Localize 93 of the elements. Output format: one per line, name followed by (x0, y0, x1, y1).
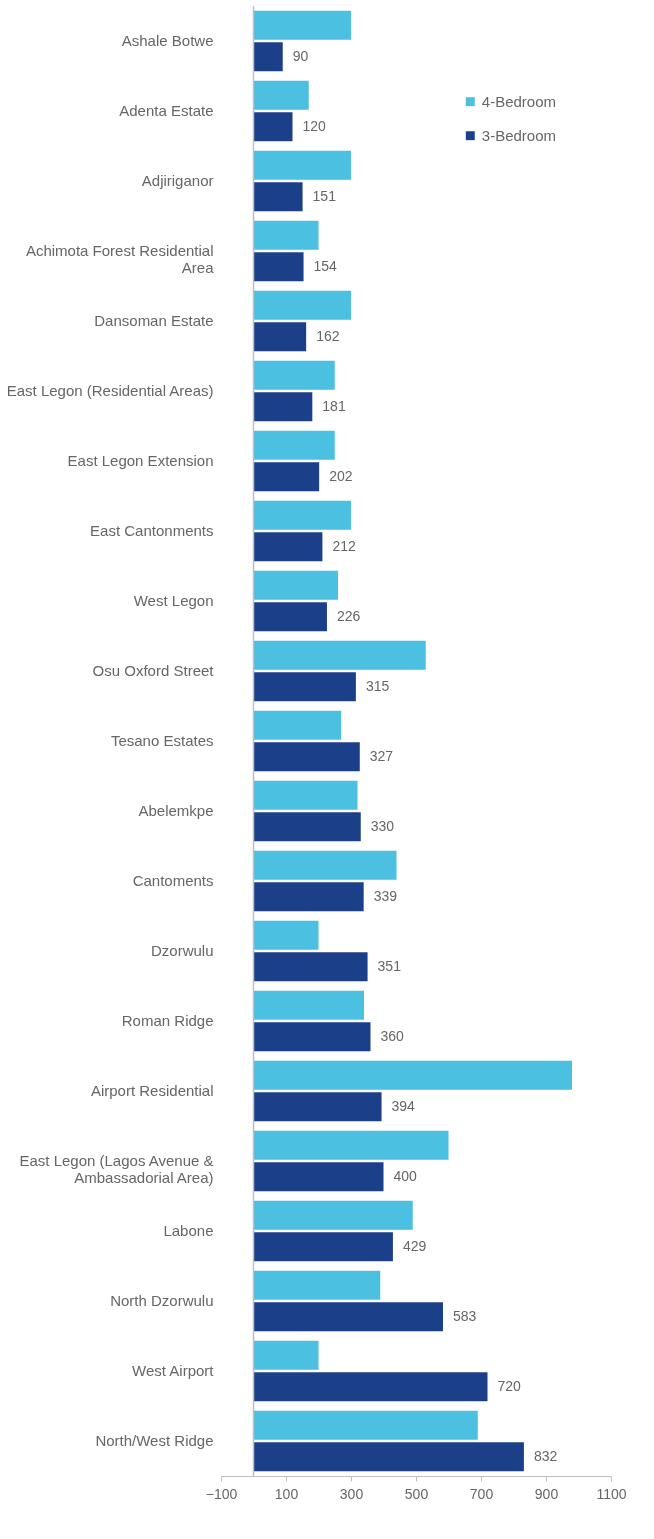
y-tick-label: Roman Ridge (121, 1012, 214, 1029)
data-label: 400 (393, 1167, 418, 1184)
data-label: 583 (452, 1307, 477, 1324)
y-tick-label: North/West Ridge (95, 1432, 214, 1449)
bar (253, 462, 320, 492)
bar (253, 182, 303, 212)
y-tick-label: Osu Oxford Street (92, 662, 215, 679)
bar (253, 672, 356, 702)
bar (253, 850, 397, 880)
y-tick-label: East Legon Extension (67, 452, 214, 469)
y-tick-label: Abelemkpe (138, 802, 214, 819)
data-label: 330 (370, 817, 395, 834)
data-label: 394 (391, 1097, 416, 1114)
legend-label: 3-Bedroom (481, 126, 556, 144)
legend-label: 4-Bedroom (481, 92, 556, 110)
bar (253, 10, 351, 40)
bar (253, 1162, 384, 1192)
y-tick-label: Cantoments (132, 872, 214, 889)
y-tick-label: East Cantonments (90, 522, 214, 539)
bar (253, 952, 368, 982)
y-tick-label: West Legon (133, 592, 214, 609)
x-tick-label: 300 (339, 1485, 364, 1502)
bar (253, 570, 338, 600)
x-tick-label: 1100 (596, 1485, 627, 1502)
bar (253, 780, 358, 810)
x-tick-label: 500 (404, 1485, 429, 1502)
bar (253, 150, 351, 180)
y-tick-label: Adjiriganor (141, 172, 214, 189)
bar (253, 1442, 524, 1472)
bar (253, 360, 335, 390)
data-label: 151 (312, 187, 337, 204)
bar (253, 42, 283, 72)
bar (253, 80, 309, 110)
x-tick-label: 700 (469, 1485, 494, 1502)
y-tick-label: Dansoman Estate (94, 312, 214, 329)
bar (253, 1130, 449, 1160)
x-tick-label: 900 (534, 1485, 559, 1502)
bar (253, 1232, 393, 1262)
bar (253, 252, 304, 282)
y-tick-label: West Airport (132, 1362, 215, 1379)
bar (253, 220, 319, 250)
data-label: 832 (533, 1447, 558, 1464)
y-tick-label: North Dzorwulu (110, 1292, 214, 1309)
y-tick-label: East Legon (Lagos Avenue & Ambassadorial Area) (19, 1152, 214, 1186)
data-label: 339 (373, 887, 398, 904)
y-tick-label: Ashale Botwe (121, 32, 214, 49)
bar (253, 1410, 478, 1440)
bar (253, 322, 307, 352)
data-label: 351 (377, 957, 402, 974)
data-label: 181 (322, 397, 346, 414)
data-label: 90 (292, 47, 309, 64)
data-label: 327 (369, 747, 394, 764)
bar (253, 290, 351, 320)
bar (253, 1302, 443, 1332)
bar (253, 112, 293, 142)
bar (253, 500, 351, 530)
bar (253, 882, 364, 912)
bar (253, 812, 361, 842)
data-label: 429 (402, 1237, 427, 1254)
data-label: 360 (380, 1027, 405, 1044)
y-tick-label: Dzorwulu (150, 942, 214, 959)
bar (253, 1340, 319, 1370)
bar (253, 1270, 381, 1300)
data-label: 720 (497, 1377, 522, 1394)
y-tick-label: Labone (163, 1222, 214, 1239)
y-tick-label: Achimota Forest Residential Area (25, 242, 215, 276)
bar (253, 1200, 413, 1230)
bar (253, 1372, 488, 1402)
data-label: 226 (336, 607, 361, 624)
y-tick-label: Airport Residential (90, 1082, 214, 1099)
bar (253, 640, 426, 670)
y-tick-label: Adenta Estate (119, 102, 214, 119)
bar (253, 742, 360, 772)
bar (253, 920, 319, 950)
data-label: 212 (332, 537, 356, 554)
y-tick-label: East Legon (Residential Areas) (6, 382, 214, 399)
bar (253, 1060, 572, 1090)
data-label: 315 (365, 677, 390, 694)
data-label: 202 (329, 467, 353, 484)
data-label: 162 (316, 327, 340, 344)
bar (253, 1092, 382, 1122)
bar (253, 990, 364, 1020)
x-tick-label: 100 (274, 1485, 299, 1502)
data-label: 120 (302, 117, 327, 134)
bar (253, 392, 313, 422)
bar (253, 532, 323, 562)
bar (253, 710, 342, 740)
bar (253, 1022, 371, 1052)
bar (253, 602, 327, 632)
y-tick-label: Tesano Estates (110, 732, 214, 749)
bar (253, 430, 335, 460)
data-label: 154 (313, 257, 338, 274)
x-tick-label: −100 (205, 1485, 238, 1502)
